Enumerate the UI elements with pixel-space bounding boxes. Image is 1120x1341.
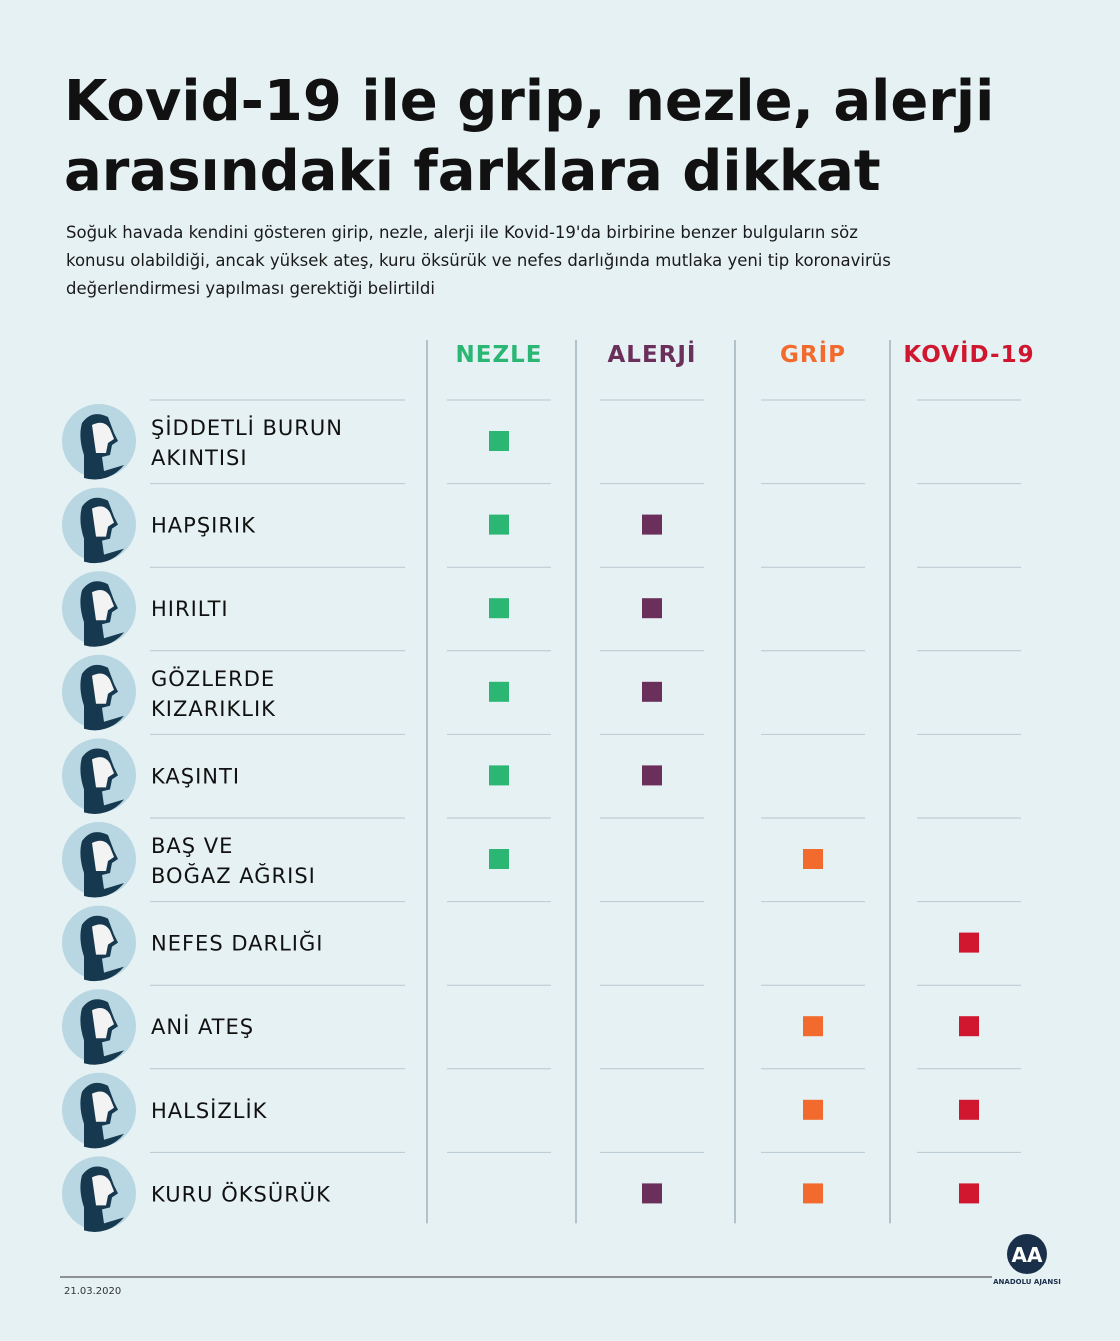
icon-face: [92, 757, 114, 788]
row-label: NEFES DARLIĞI: [151, 931, 323, 956]
icon-face: [92, 589, 114, 621]
row-label: KURU ÖKSÜRÜK: [151, 1181, 331, 1206]
row-label: ŞİDDETLİ BURUN: [151, 415, 343, 440]
title: Kovid-19 ile grip, nezle, alerji: [64, 69, 994, 134]
title: arasındaki farklara dikkat: [64, 139, 881, 204]
row-label: KAŞINTI: [151, 764, 240, 788]
logo-mark: [1007, 1234, 1047, 1274]
symptom-mark: [642, 681, 662, 702]
logo-agency: ANADOLU AJANSI: [993, 1278, 1061, 1286]
symptom-mark: [642, 765, 662, 786]
icon-face: [92, 1091, 114, 1122]
symptom-mark: [642, 598, 662, 619]
row-label: GÖZLERDE: [151, 666, 275, 691]
icon-face: [92, 1007, 114, 1039]
column-header: NEZLE: [455, 342, 542, 368]
symptom-mark: [959, 1099, 979, 1120]
symptom-mark: [959, 932, 979, 953]
symptom-mark: [959, 1016, 979, 1037]
row-label: BAŞ VE: [151, 834, 233, 858]
row-label: HALSİZLİK: [151, 1098, 268, 1123]
symptom-mark: [803, 1183, 823, 1204]
column-header: ALERJİ: [608, 340, 697, 368]
logo: AA: [1012, 1243, 1043, 1267]
symptom-mark: [803, 1099, 823, 1120]
symptom-mark: [959, 1183, 979, 1204]
row-label: HIRILTI: [151, 597, 229, 621]
symptom-mark: [489, 681, 509, 702]
subtitle: Soğuk havada kendini gösteren girip, nez…: [66, 223, 858, 242]
column-header: KOVİD-19: [903, 340, 1034, 368]
subtitle: değerlendirmesi yapılması gerektiği beli…: [66, 279, 435, 298]
row-label: BOĞAZ AĞRISI: [151, 863, 316, 888]
symptom-mark: [803, 849, 823, 869]
row-label: KIZARIKLIK: [151, 697, 276, 721]
symptom-mark: [642, 1183, 662, 1204]
symptom-mark: [489, 765, 509, 786]
symptom-mark: [489, 431, 509, 451]
icon-face: [92, 1175, 114, 1206]
icon-face: [92, 840, 114, 871]
row-label: AKINTISI: [151, 446, 248, 470]
symptom-mark: [489, 598, 509, 619]
subtitle: konusu olabildiği, ancak yüksek ateş, ku…: [66, 251, 891, 270]
icon-face: [92, 673, 114, 704]
column-header: GRİP: [780, 340, 846, 368]
symptom-mark: [642, 514, 662, 535]
icon-face: [92, 924, 114, 955]
icon-face: [92, 422, 114, 453]
row-label: ANİ ATEŞ: [151, 1014, 254, 1039]
icon-face: [92, 506, 114, 537]
symptom-mark: [489, 514, 509, 535]
symptom-mark: [489, 849, 509, 869]
footer-date: 21.03.2020: [64, 1286, 121, 1297]
symptom-mark: [803, 1016, 823, 1037]
row-label: HAPŞIRIK: [151, 514, 256, 538]
